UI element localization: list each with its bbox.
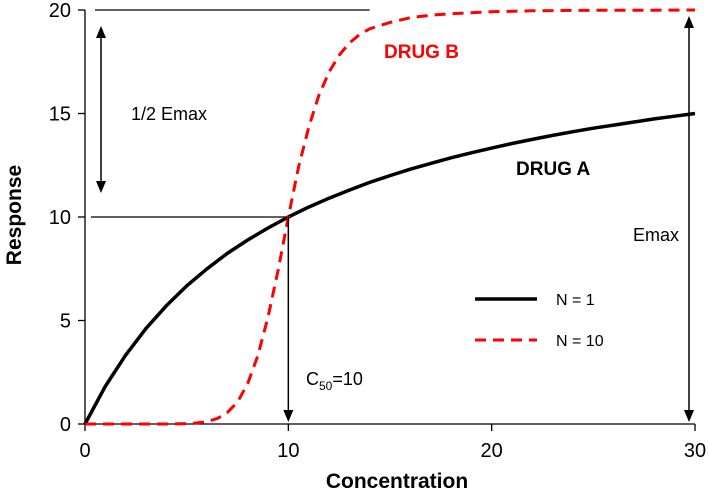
half-emax-arrow-head-up xyxy=(96,26,106,38)
x-axis-title: Concentration xyxy=(326,470,468,493)
drug-a-label: DRUG A xyxy=(516,159,591,180)
x-tick-label: 20 xyxy=(481,440,503,462)
x-tick-label: 30 xyxy=(684,440,706,462)
c50-label: C50=10 xyxy=(306,369,363,393)
c50-arrow-head xyxy=(283,410,294,422)
ticks: 0 10 20 30 0 5 10 15 20 xyxy=(49,0,706,462)
series-line-n10 xyxy=(85,8,696,426)
emax-arrow-head-down xyxy=(684,410,694,422)
y-tick-label: 0 xyxy=(60,414,71,436)
y-tick-label: 10 xyxy=(49,207,71,229)
y-axis-title: Response xyxy=(3,165,26,265)
c50-value: =10 xyxy=(332,369,363,389)
legend-label-n10: N = 10 xyxy=(556,333,604,350)
series-group xyxy=(83,8,696,426)
y-tick-label: 5 xyxy=(60,311,71,333)
series-line-n1 xyxy=(83,111,696,425)
y-tick-label: 15 xyxy=(49,104,71,126)
c50-main: C xyxy=(306,369,319,389)
half-emax-arrow-head-down xyxy=(96,181,106,193)
x-tick-label: 0 xyxy=(79,440,90,462)
x-tick-label: 10 xyxy=(277,440,299,462)
legend-label-n1: N = 1 xyxy=(556,292,595,309)
y-tick-label: 20 xyxy=(49,0,71,22)
emax-arrow-head-up xyxy=(684,16,694,28)
guide-lines xyxy=(91,9,370,218)
annotation-arrows xyxy=(96,16,694,422)
c50-subscript: 50 xyxy=(319,379,333,393)
half-emax-label: 1/2 Emax xyxy=(131,104,207,124)
emax-label: Emax xyxy=(633,225,679,245)
legend: N = 1 N = 10 xyxy=(475,292,604,350)
drug-b-label: DRUG B xyxy=(384,42,459,63)
